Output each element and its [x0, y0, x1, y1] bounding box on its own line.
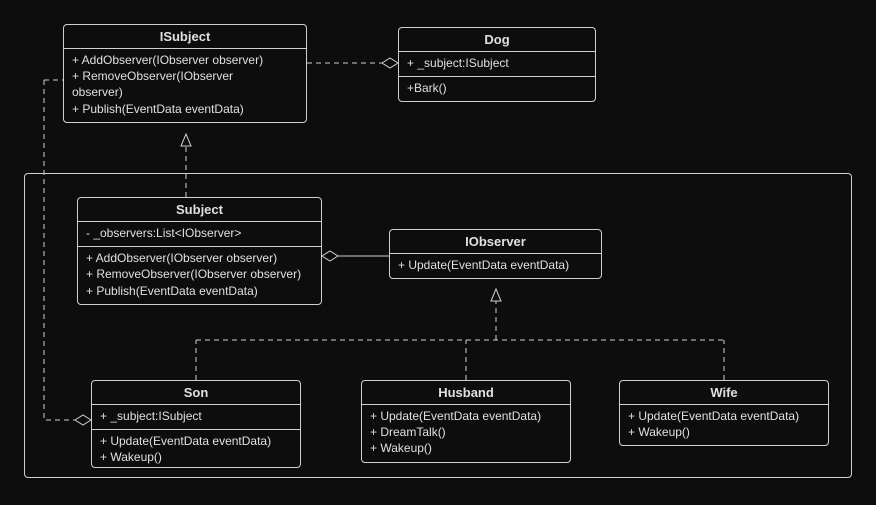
class-isubject-title: ISubject — [64, 25, 306, 49]
class-son-fields: + _subject:ISubject — [92, 405, 300, 430]
member-line: + Update(EventData eventData) — [370, 408, 562, 424]
member-line: + RemoveObserver(IObserver — [72, 68, 298, 84]
member-line: + _subject:ISubject — [100, 408, 292, 424]
class-isubject: ISubject + AddObserver(IObserver observe… — [63, 24, 307, 123]
member-line: + RemoveObserver(IObserver observer) — [86, 266, 313, 282]
member-line: + Wakeup() — [370, 440, 562, 456]
class-dog-methods: +Bark() — [399, 77, 595, 101]
class-son: Son + _subject:ISubject + Update(EventDa… — [91, 380, 301, 468]
member-line: + Update(EventData eventData) — [628, 408, 820, 424]
class-iobserver-title: IObserver — [390, 230, 601, 254]
class-wife: Wife + Update(EventData eventData) + Wak… — [619, 380, 829, 446]
member-line: + _subject:ISubject — [407, 55, 587, 71]
class-son-methods: + Update(EventData eventData) + Wakeup() — [92, 430, 300, 468]
class-subject: Subject - _observers:List<IObserver> + A… — [77, 197, 322, 305]
class-iobserver: IObserver + Update(EventData eventData) — [389, 229, 602, 279]
class-iobserver-members: + Update(EventData eventData) — [390, 254, 601, 278]
member-line: - _observers:List<IObserver> — [86, 225, 313, 241]
class-subject-fields: - _observers:List<IObserver> — [78, 222, 321, 247]
member-line: + DreamTalk() — [370, 424, 562, 440]
class-subject-methods: + AddObserver(IObserver observer) + Remo… — [78, 247, 321, 304]
class-son-title: Son — [92, 381, 300, 405]
member-line: +Bark() — [407, 80, 587, 96]
class-wife-members: + Update(EventData eventData) + Wakeup() — [620, 405, 828, 445]
class-husband-members: + Update(EventData eventData) + DreamTal… — [362, 405, 570, 462]
class-dog: Dog + _subject:ISubject +Bark() — [398, 27, 596, 102]
member-line: + Wakeup() — [628, 424, 820, 440]
member-line: + Update(EventData eventData) — [100, 433, 292, 449]
class-isubject-members: + AddObserver(IObserver observer) + Remo… — [64, 49, 306, 122]
member-line: + Wakeup() — [100, 449, 292, 465]
member-line: + Update(EventData eventData) — [398, 257, 593, 273]
class-dog-title: Dog — [399, 28, 595, 52]
class-dog-fields: + _subject:ISubject — [399, 52, 595, 77]
member-line: + Publish(EventData eventData) — [72, 101, 298, 117]
member-line: + AddObserver(IObserver observer) — [86, 250, 313, 266]
class-subject-title: Subject — [78, 198, 321, 222]
class-wife-title: Wife — [620, 381, 828, 405]
class-husband-title: Husband — [362, 381, 570, 405]
member-line: + Publish(EventData eventData) — [86, 283, 313, 299]
member-line: observer) — [72, 84, 298, 100]
class-husband: Husband + Update(EventData eventData) + … — [361, 380, 571, 463]
member-line: + AddObserver(IObserver observer) — [72, 52, 298, 68]
